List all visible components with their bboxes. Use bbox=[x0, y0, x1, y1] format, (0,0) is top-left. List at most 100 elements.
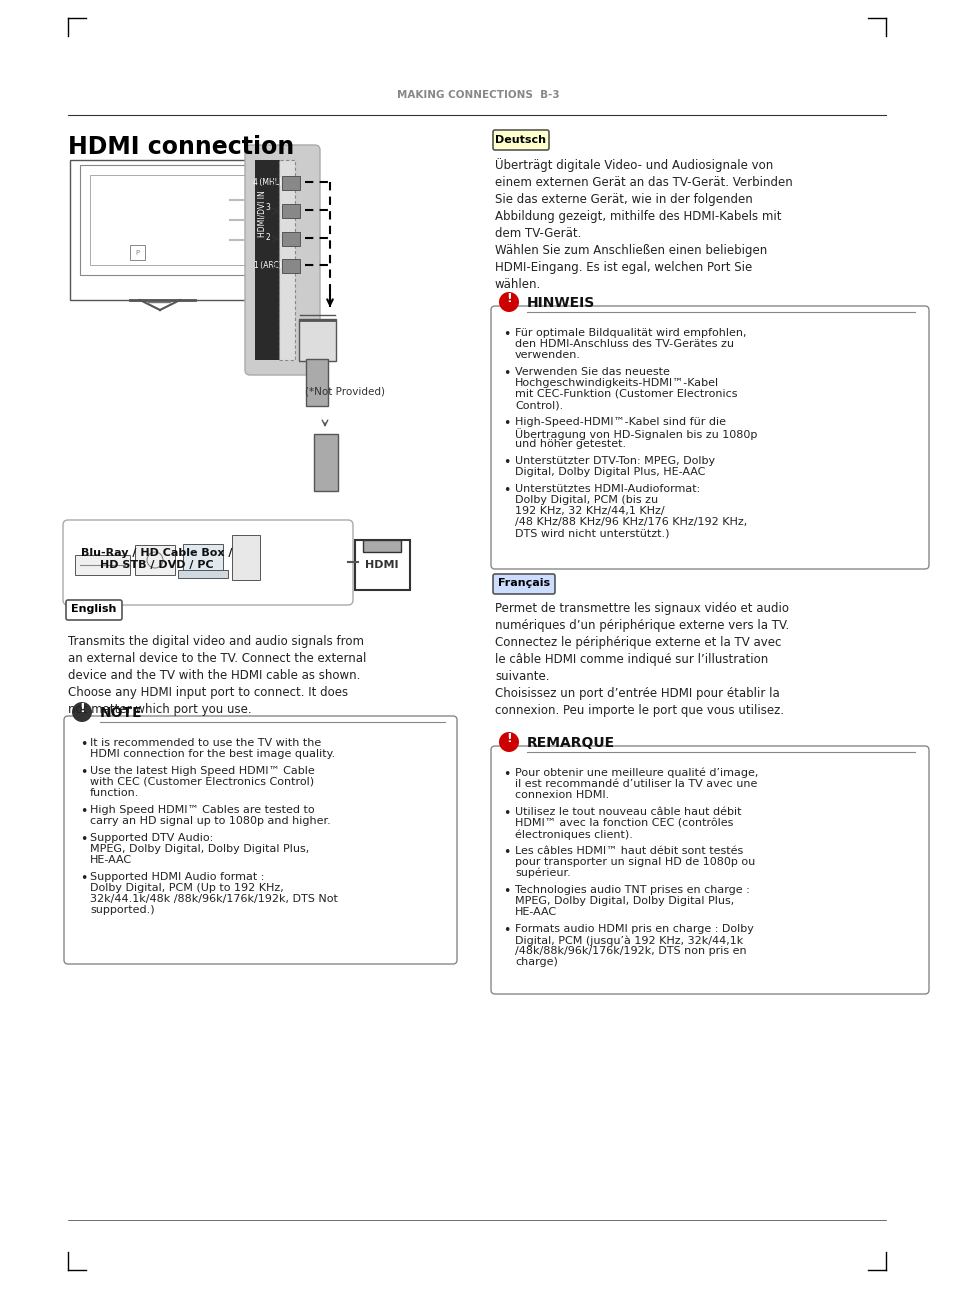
Text: Transmits the digital video and audio signals from
an external device to the TV.: Transmits the digital video and audio si… bbox=[68, 635, 366, 717]
Text: Use the latest High Speed HDMI™ Cable: Use the latest High Speed HDMI™ Cable bbox=[90, 766, 314, 776]
Text: supérieur.: supérieur. bbox=[515, 868, 570, 878]
FancyBboxPatch shape bbox=[130, 245, 145, 259]
Text: Unterstütztes HDMI-Audioformat:: Unterstütztes HDMI-Audioformat: bbox=[515, 484, 700, 494]
Text: /48k/88k/96k/176k/192k, DTS non pris en: /48k/88k/96k/176k/192k, DTS non pris en bbox=[515, 946, 746, 957]
Text: électroniques client).: électroniques client). bbox=[515, 829, 632, 839]
Text: Überträgt digitale Video- und Audiosignale von
einem externen Gerät an das TV-Ge: Überträgt digitale Video- und Audiosigna… bbox=[495, 158, 792, 290]
Text: Deutsch: Deutsch bbox=[495, 136, 546, 145]
Text: 192 KHz, 32 KHz/44,1 KHz/: 192 KHz, 32 KHz/44,1 KHz/ bbox=[515, 506, 664, 516]
Text: •: • bbox=[80, 871, 88, 886]
Text: REMARQUE: REMARQUE bbox=[526, 736, 615, 750]
Text: P: P bbox=[134, 250, 139, 256]
FancyBboxPatch shape bbox=[232, 534, 260, 580]
Text: Hochgeschwindigkeits-HDMI™-Kabel: Hochgeschwindigkeits-HDMI™-Kabel bbox=[515, 378, 719, 389]
FancyBboxPatch shape bbox=[282, 259, 299, 272]
Text: charge): charge) bbox=[515, 957, 558, 967]
Text: 1 (ARC): 1 (ARC) bbox=[253, 261, 281, 270]
Text: Supported HDMI Audio format :: Supported HDMI Audio format : bbox=[90, 871, 264, 882]
Text: carry an HD signal up to 1080p and higher.: carry an HD signal up to 1080p and highe… bbox=[90, 816, 331, 826]
Text: •: • bbox=[502, 807, 510, 820]
Text: HDMI™ avec la fonction CEC (contrôles: HDMI™ avec la fonction CEC (contrôles bbox=[515, 818, 733, 828]
Text: HDMI connection for the best image quality.: HDMI connection for the best image quali… bbox=[90, 749, 335, 759]
FancyBboxPatch shape bbox=[282, 232, 299, 247]
Text: •: • bbox=[80, 738, 88, 751]
Text: English: English bbox=[71, 604, 116, 615]
FancyBboxPatch shape bbox=[70, 160, 265, 300]
Text: DTS wird nicht unterstützt.): DTS wird nicht unterstützt.) bbox=[515, 528, 669, 538]
Circle shape bbox=[498, 292, 518, 312]
FancyBboxPatch shape bbox=[282, 176, 299, 190]
Text: •: • bbox=[502, 456, 510, 469]
FancyBboxPatch shape bbox=[64, 717, 456, 964]
Text: MAKING CONNECTIONS  B-3: MAKING CONNECTIONS B-3 bbox=[397, 90, 559, 99]
Text: HE-AAC: HE-AAC bbox=[90, 855, 132, 865]
FancyBboxPatch shape bbox=[183, 544, 223, 572]
Text: Dolby Digital, PCM (bis zu: Dolby Digital, PCM (bis zu bbox=[515, 494, 658, 505]
Text: und höher getestet.: und höher getestet. bbox=[515, 439, 625, 449]
Text: •: • bbox=[502, 846, 510, 859]
Text: Pour obtenir une meilleure qualité d’image,: Pour obtenir une meilleure qualité d’ima… bbox=[515, 768, 758, 778]
Text: Control).: Control). bbox=[515, 400, 562, 411]
Text: il est recommandé d’utiliser la TV avec une: il est recommandé d’utiliser la TV avec … bbox=[515, 778, 757, 789]
FancyBboxPatch shape bbox=[63, 520, 353, 605]
FancyBboxPatch shape bbox=[90, 176, 245, 265]
Text: •: • bbox=[80, 833, 88, 846]
FancyBboxPatch shape bbox=[306, 359, 328, 405]
Text: verwenden.: verwenden. bbox=[515, 350, 580, 360]
FancyBboxPatch shape bbox=[363, 540, 400, 553]
FancyBboxPatch shape bbox=[491, 306, 928, 569]
Text: !: ! bbox=[506, 292, 512, 305]
Text: NOTE: NOTE bbox=[100, 706, 143, 720]
Text: !: ! bbox=[79, 702, 85, 715]
FancyBboxPatch shape bbox=[282, 204, 299, 218]
Text: HE-AAC: HE-AAC bbox=[515, 908, 557, 917]
Text: •: • bbox=[502, 328, 510, 341]
Text: HINWEIS: HINWEIS bbox=[526, 296, 595, 310]
Text: Supported DTV Audio:: Supported DTV Audio: bbox=[90, 833, 213, 843]
FancyBboxPatch shape bbox=[298, 319, 335, 361]
Text: Für optimale Bildqualität wird empfohlen,: Für optimale Bildqualität wird empfohlen… bbox=[515, 328, 745, 338]
FancyBboxPatch shape bbox=[493, 130, 548, 150]
Text: •: • bbox=[502, 768, 510, 781]
Text: High Speed HDMI™ Cables are tested to: High Speed HDMI™ Cables are tested to bbox=[90, 806, 314, 815]
Text: Dolby Digital, PCM (Up to 192 KHz,: Dolby Digital, PCM (Up to 192 KHz, bbox=[90, 883, 283, 893]
FancyBboxPatch shape bbox=[135, 545, 174, 574]
Text: Digital, PCM (jusqu’à 192 KHz, 32k/44,1k: Digital, PCM (jusqu’à 192 KHz, 32k/44,1k bbox=[515, 935, 742, 945]
Text: MPEG, Dolby Digital, Dolby Digital Plus,: MPEG, Dolby Digital, Dolby Digital Plus, bbox=[515, 896, 734, 906]
Text: /48 KHz/88 KHz/96 KHz/176 KHz/192 KHz,: /48 KHz/88 KHz/96 KHz/176 KHz/192 KHz, bbox=[515, 516, 746, 527]
Circle shape bbox=[71, 702, 91, 722]
FancyBboxPatch shape bbox=[314, 434, 337, 491]
Text: HDMI/DVI IN: HDMI/DVI IN bbox=[257, 190, 266, 238]
Text: •: • bbox=[502, 484, 510, 497]
Text: connexion HDMI.: connexion HDMI. bbox=[515, 790, 609, 800]
FancyBboxPatch shape bbox=[355, 540, 410, 590]
Text: •: • bbox=[80, 766, 88, 778]
FancyBboxPatch shape bbox=[178, 571, 228, 578]
Text: pour transporter un signal HD de 1080p ou: pour transporter un signal HD de 1080p o… bbox=[515, 857, 755, 868]
Text: Permet de transmettre les signaux vidéo et audio
numériques d’un périphérique ex: Permet de transmettre les signaux vidéo … bbox=[495, 602, 788, 717]
Text: 4 (MHL): 4 (MHL) bbox=[253, 178, 282, 187]
Text: Blu-Ray / HD Cable Box /
HD STB / DVD / PC: Blu-Ray / HD Cable Box / HD STB / DVD / … bbox=[81, 547, 233, 569]
Text: Les câbles HDMI™ haut débit sont testés: Les câbles HDMI™ haut débit sont testés bbox=[515, 846, 742, 856]
Text: HDMI: HDMI bbox=[365, 560, 398, 571]
FancyBboxPatch shape bbox=[493, 574, 555, 594]
Circle shape bbox=[498, 732, 518, 751]
Text: den HDMI-Anschluss des TV-Gerätes zu: den HDMI-Anschluss des TV-Gerätes zu bbox=[515, 340, 733, 349]
Text: Unterstützter DTV-Ton: MPEG, Dolby: Unterstützter DTV-Ton: MPEG, Dolby bbox=[515, 456, 715, 466]
FancyBboxPatch shape bbox=[254, 160, 280, 360]
Text: •: • bbox=[502, 924, 510, 937]
Text: mit CEC-Funktion (Customer Electronics: mit CEC-Funktion (Customer Electronics bbox=[515, 389, 737, 399]
Text: function.: function. bbox=[90, 788, 139, 798]
Text: Digital, Dolby Digital Plus, HE-AAC: Digital, Dolby Digital Plus, HE-AAC bbox=[515, 467, 704, 476]
Text: Français: Français bbox=[497, 578, 550, 587]
Text: Formats audio HDMI pris en charge : Dolby: Formats audio HDMI pris en charge : Dolb… bbox=[515, 924, 753, 933]
Text: 32k/44.1k/48k /88k/96k/176k/192k, DTS Not: 32k/44.1k/48k /88k/96k/176k/192k, DTS No… bbox=[90, 893, 337, 904]
Bar bbox=[278, 160, 294, 360]
Text: MPEG, Dolby Digital, Dolby Digital Plus,: MPEG, Dolby Digital, Dolby Digital Plus, bbox=[90, 844, 309, 855]
Text: It is recommended to use the TV with the: It is recommended to use the TV with the bbox=[90, 738, 321, 747]
FancyBboxPatch shape bbox=[80, 165, 254, 275]
Text: 3: 3 bbox=[265, 203, 270, 212]
Text: !: ! bbox=[506, 732, 512, 745]
FancyBboxPatch shape bbox=[75, 555, 130, 574]
Text: •: • bbox=[80, 806, 88, 818]
